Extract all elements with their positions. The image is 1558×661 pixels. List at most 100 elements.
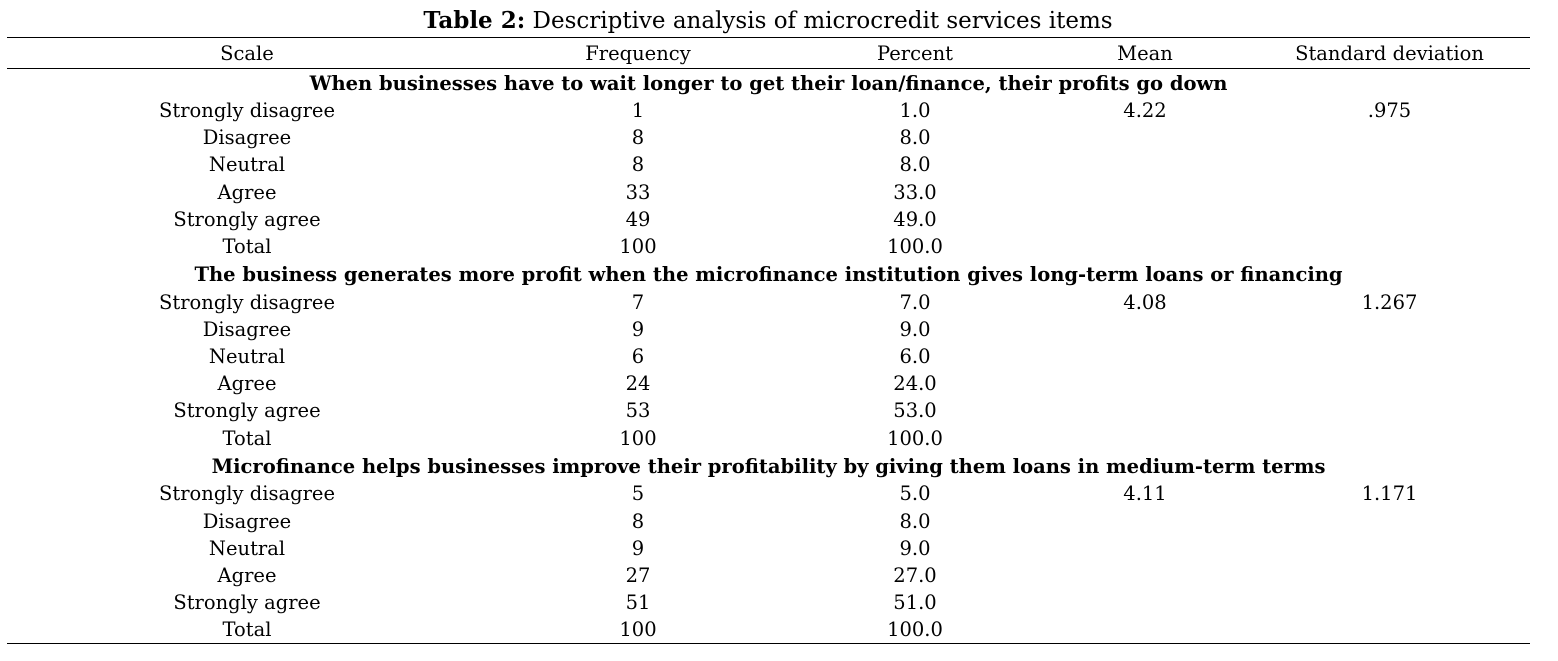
cell-frequency: 33 [625,180,651,204]
cell-standard-deviation [1249,589,1530,616]
table-row: Strongly agree 51 51.0 [7,589,1530,616]
cell-scale: Disagree [202,509,292,533]
cell-percent: 6.0 [899,345,931,369]
cell-percent: 53.0 [893,399,937,423]
cell-scale: Agree [217,563,277,587]
cell-scale: Strongly agree [173,399,321,423]
table-row: Strongly agree 49 49.0 [7,206,1530,233]
cell-percent: 1.0 [899,99,931,123]
section-title: The business generates more profit when … [194,262,1343,286]
cell-scale: Total [222,235,272,259]
cell-frequency: 8 [631,126,645,150]
cell-scale: Disagree [202,126,292,150]
cell-standard-deviation [1249,343,1530,370]
cell-frequency: 7 [631,290,645,314]
table-row: Agree 33 33.0 [7,179,1530,206]
header-mean: Mean [1041,37,1249,69]
table-header: Scale Frequency Percent Mean Standard de… [7,37,1530,69]
cell-frequency: 6 [631,345,645,369]
cell-percent: 49.0 [893,207,937,231]
cell-scale: Disagree [202,317,292,341]
cell-mean [1041,535,1249,562]
cell-scale: Neutral [208,153,286,177]
table-row: Total 100 100.0 [7,616,1530,644]
cell-mean [1041,124,1249,151]
cell-percent: 8.0 [899,126,931,150]
table-row: Strongly disagree 7 7.0 4.08 1.267 [7,289,1530,316]
section-title: When businesses have to wait longer to g… [309,71,1228,95]
cell-mean [1041,425,1249,452]
table-row: Disagree 8 8.0 [7,507,1530,534]
table-row: Strongly disagree 5 5.0 4.11 1.171 [7,480,1530,507]
cell-scale: Strongly agree [173,591,321,615]
cell-mean [1041,179,1249,206]
cell-standard-deviation [1249,124,1530,151]
cell-percent: 9.0 [899,536,931,560]
cell-mean [1041,316,1249,343]
cell-scale: Neutral [208,536,286,560]
cell-standard-deviation [1249,316,1530,343]
cell-mean [1041,343,1249,370]
cell-percent: 5.0 [899,482,931,506]
cell-mean [1041,370,1249,397]
table-caption-label: Table 2: [423,7,526,34]
table-caption-text: Descriptive analysis of microcredit serv… [525,8,1113,34]
header-frequency: Frequency [487,37,789,69]
header-percent: Percent [789,37,1041,69]
section-title-row: When businesses have to wait longer to g… [7,69,1530,98]
cell-frequency: 49 [625,207,651,231]
cell-percent: 8.0 [899,153,931,177]
cell-standard-deviation [1249,507,1530,534]
cell-frequency: 100 [619,426,657,450]
cell-frequency: 5 [631,482,645,506]
cell-frequency: 100 [487,616,789,644]
table-row: Neutral 8 8.0 [7,151,1530,178]
table-row: Strongly disagree 1 1.0 4.22 .975 [7,97,1530,124]
cell-percent: 51.0 [893,591,937,615]
cell-mean [1041,397,1249,424]
cell-frequency: 9 [631,536,645,560]
table-row: Total 100 100.0 [7,425,1530,452]
cell-mean [1041,151,1249,178]
table-row: Total 100 100.0 [7,233,1530,260]
table-row: Agree 24 24.0 [7,370,1530,397]
cell-frequency: 9 [631,317,645,341]
cell-standard-deviation: 1.267 [1361,290,1418,314]
table-body: When businesses have to wait longer to g… [7,69,1530,644]
cell-scale: Strongly disagree [159,482,335,506]
cell-mean [1041,589,1249,616]
cell-scale: Agree [217,372,277,396]
cell-mean: 4.11 [1123,482,1167,506]
cell-frequency: 100 [619,235,657,259]
cell-percent: 9.0 [899,317,931,341]
table-row: Neutral 6 6.0 [7,343,1530,370]
cell-frequency: 51 [625,591,651,615]
table-row: Disagree 8 8.0 [7,124,1530,151]
cell-standard-deviation [1249,425,1530,452]
cell-percent: 100.0 [789,616,1041,644]
cell-percent: 7.0 [899,290,931,314]
cell-frequency: 27 [625,563,651,587]
cell-standard-deviation [1249,151,1530,178]
cell-mean: 4.22 [1123,99,1167,123]
cell-percent: 100.0 [887,235,943,259]
cell-mean [1041,616,1249,644]
cell-scale: Total [222,426,272,450]
cell-standard-deviation [1249,179,1530,206]
cell-mean: 4.08 [1123,290,1167,314]
cell-scale: Strongly agree [173,207,321,231]
descriptive-analysis-table: Scale Frequency Percent Mean Standard de… [7,37,1530,644]
cell-percent: 33.0 [893,180,937,204]
header-standard-deviation: Standard deviation [1249,37,1530,69]
cell-scale: Total [7,616,487,644]
cell-scale: Neutral [208,345,286,369]
table-row: Agree 27 27.0 [7,562,1530,589]
section-title-row: Microfinance helps businesses improve th… [7,452,1530,481]
table-caption: Table 2: Descriptive analysis of microcr… [0,6,1536,36]
cell-standard-deviation: .975 [1367,99,1412,123]
table-row: Disagree 9 9.0 [7,316,1530,343]
cell-percent: 8.0 [899,509,931,533]
cell-mean [1041,562,1249,589]
table-row: Strongly agree 53 53.0 [7,397,1530,424]
section-title-row: The business generates more profit when … [7,260,1530,289]
